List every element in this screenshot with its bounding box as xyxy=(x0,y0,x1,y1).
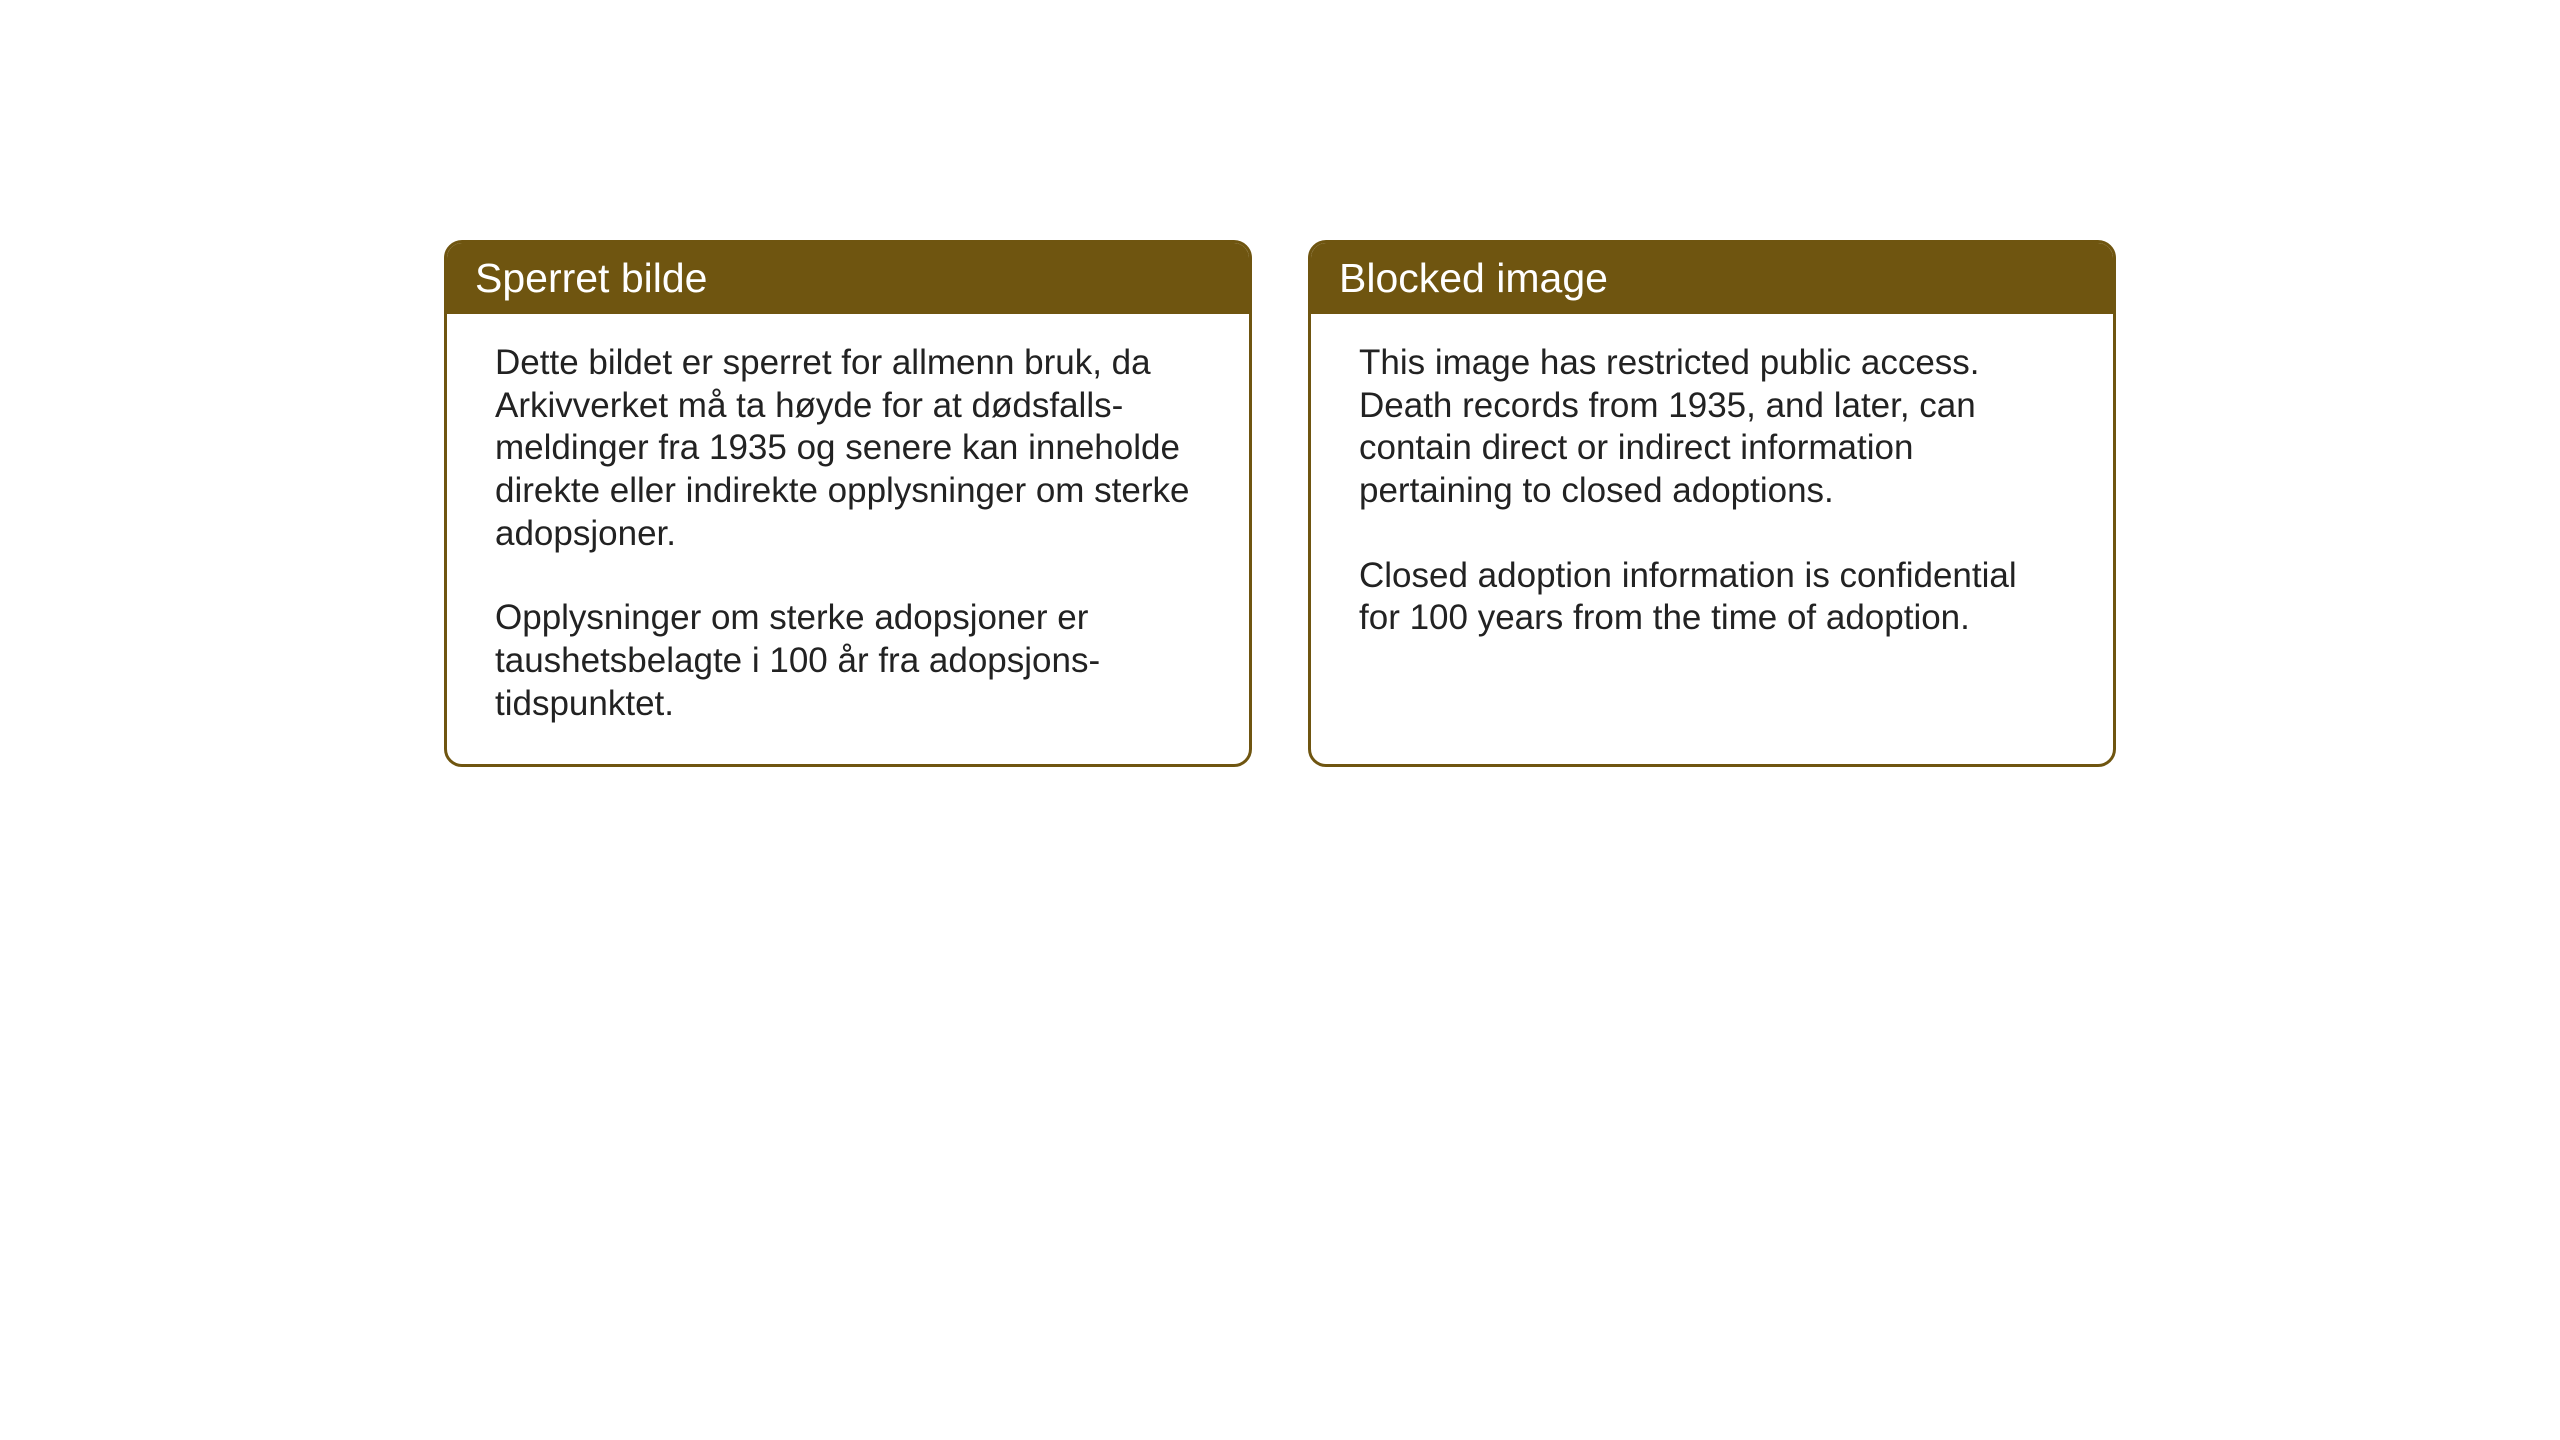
english-card-title: Blocked image xyxy=(1339,255,1608,301)
english-notice-card: Blocked image This image has restricted … xyxy=(1308,240,2116,767)
cards-container: Sperret bilde Dette bildet er sperret fo… xyxy=(444,240,2116,767)
english-paragraph-1: This image has restricted public access.… xyxy=(1359,342,2065,513)
norwegian-card-header: Sperret bilde xyxy=(447,243,1249,314)
norwegian-card-title: Sperret bilde xyxy=(475,255,707,301)
norwegian-paragraph-2: Opplysninger om sterke adopsjoner er tau… xyxy=(495,597,1201,725)
english-card-header: Blocked image xyxy=(1311,243,2113,314)
norwegian-notice-card: Sperret bilde Dette bildet er sperret fo… xyxy=(444,240,1252,767)
norwegian-paragraph-1: Dette bildet er sperret for allmenn bruk… xyxy=(495,342,1201,555)
english-card-body: This image has restricted public access.… xyxy=(1311,314,2113,759)
norwegian-card-body: Dette bildet er sperret for allmenn bruk… xyxy=(447,314,1249,764)
english-paragraph-2: Closed adoption information is confident… xyxy=(1359,555,2065,640)
